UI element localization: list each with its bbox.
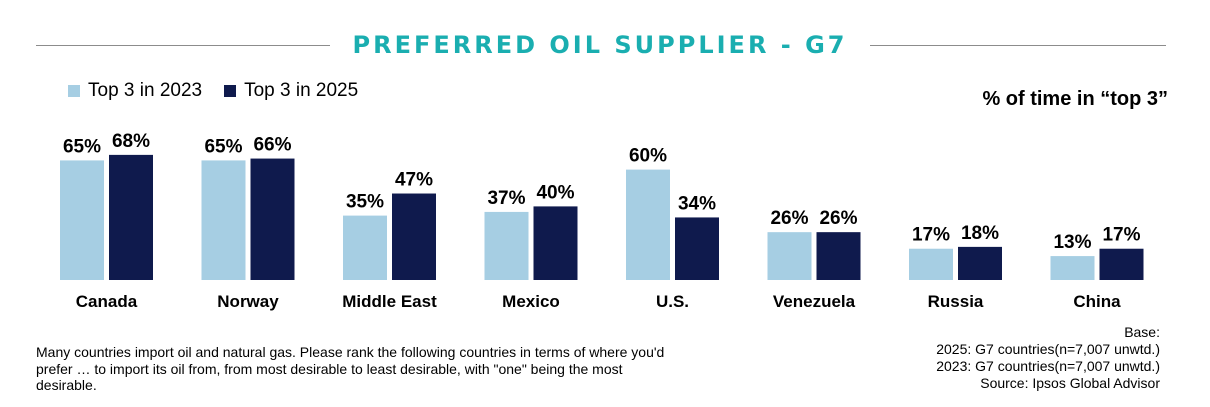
bar-2023-middle-east (343, 215, 387, 280)
title-rule-left (36, 45, 330, 46)
data-label-2023-china: 13% (1053, 232, 1091, 253)
survey-question: Many countries import oil and natural ga… (36, 344, 665, 393)
bar-2023-china (1050, 256, 1095, 280)
data-label-2025-venezuela: 26% (819, 208, 857, 229)
data-label-2025-norway: 66% (253, 135, 291, 156)
bar-2025-russia (958, 246, 1002, 280)
legend-label-2025: Top 3 in 2025 (244, 80, 359, 101)
base-line-2025: 2025: G7 countries(n=7,007 unwtd.) (936, 341, 1160, 357)
category-label-russia: Russia (928, 292, 984, 311)
bar-2023-canada (60, 160, 104, 280)
bar-2023-russia (909, 248, 953, 280)
data-label-2023-u-s-: 60% (629, 146, 667, 167)
legend-label-2023: Top 3 in 2023 (88, 80, 203, 101)
category-label-u-s-: U.S. (656, 292, 689, 311)
category-label-canada: Canada (76, 292, 138, 311)
legend-swatch-2025 (224, 85, 237, 97)
data-label-2023-middle-east: 35% (346, 192, 384, 213)
bar-2023-venezuela (767, 232, 812, 280)
category-label-norway: Norway (217, 292, 279, 311)
bar-2025-canada (109, 154, 153, 280)
data-label-2023-mexico: 37% (487, 188, 525, 209)
category-label-mexico: Mexico (502, 292, 560, 311)
data-label-2025-russia: 18% (961, 223, 999, 244)
base-line-2023: 2023: G7 countries(n=7,007 unwtd.) (936, 358, 1160, 374)
data-label-2025-china: 17% (1102, 225, 1140, 246)
data-label-2025-mexico: 40% (536, 182, 574, 203)
bar-2025-u-s- (675, 217, 719, 280)
data-label-2025-canada: 68% (112, 131, 150, 152)
data-label-2023-norway: 65% (204, 136, 242, 157)
chart-title: PREFERRED OIL SUPPLIER - G7 (352, 31, 848, 59)
base-heading: Base: (1124, 324, 1160, 340)
legend-item-2023: Top 3 in 2023 (68, 80, 202, 102)
data-label-2023-venezuela: 26% (770, 208, 808, 229)
data-label-2025-u-s-: 34% (678, 193, 716, 214)
data-label-2025-middle-east: 47% (395, 170, 433, 191)
base-note: Base: 2025: G7 countries(n=7,007 unwtd.)… (936, 324, 1160, 392)
bar-2025-middle-east (392, 193, 436, 280)
category-label-china: China (1073, 292, 1121, 311)
bar-2025-venezuela (816, 232, 861, 280)
bar-2025-norway (250, 158, 295, 280)
legend-swatch-2023 (68, 85, 80, 97)
bar-2025-mexico (533, 206, 578, 280)
legend-item-2025: Top 3 in 2025 (224, 80, 358, 102)
legend: Top 3 in 2023 Top 3 in 2025 (68, 80, 380, 102)
base-source: Source: Ipsos Global Advisor (980, 375, 1160, 391)
bar-2023-norway (201, 160, 246, 280)
bar-2025-china (1099, 248, 1144, 280)
category-label-venezuela: Venezuela (773, 292, 856, 311)
title-rule-right (870, 45, 1166, 46)
data-label-2023-russia: 17% (912, 225, 950, 246)
data-label-2023-canada: 65% (63, 136, 101, 157)
category-label-middle-east: Middle East (342, 292, 437, 311)
y-axis-label: % of time in “top 3” (982, 88, 1168, 110)
bar-2023-mexico (484, 211, 529, 280)
bar-2023-u-s- (626, 169, 670, 280)
